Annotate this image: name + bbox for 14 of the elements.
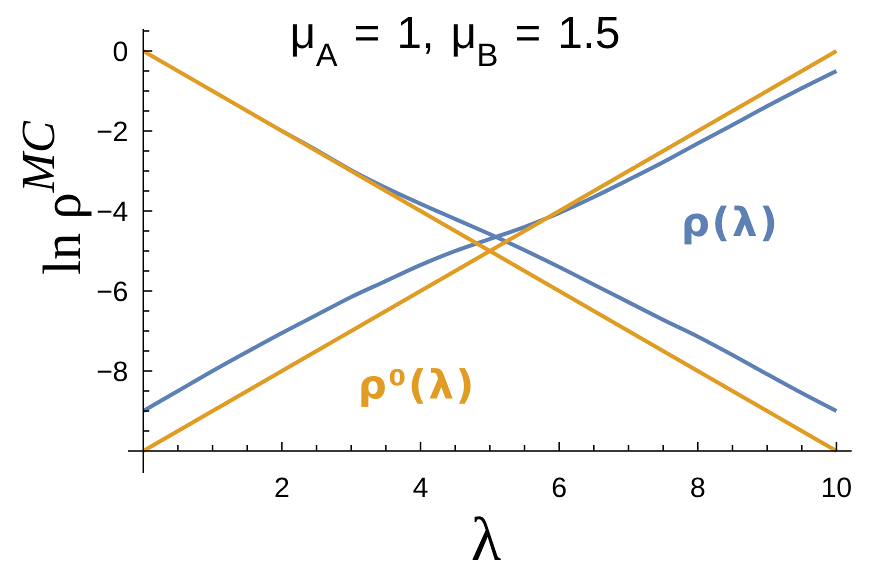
x-tick-label: 10 — [820, 472, 852, 503]
x-tick-label: 4 — [412, 472, 428, 503]
x-tick-label: 2 — [274, 472, 290, 503]
y-tick-label: −4 — [96, 196, 128, 227]
y-tick-label: −2 — [96, 116, 128, 147]
y-tick-label: −6 — [96, 276, 128, 307]
series-label: ρ(λ) — [681, 200, 780, 246]
x-tick-label: 6 — [551, 472, 567, 503]
y-tick-label: −8 — [96, 356, 128, 387]
x-axis-title: λ — [470, 506, 502, 568]
x-tick-label: 8 — [690, 472, 706, 503]
series-label: ρ⁰(λ) — [358, 362, 476, 408]
chart-title: μ$_{A}$ = 1, μ$_{B}$ = 1.5 — [290, 7, 620, 73]
y-tick-label: 0 — [112, 36, 128, 67]
